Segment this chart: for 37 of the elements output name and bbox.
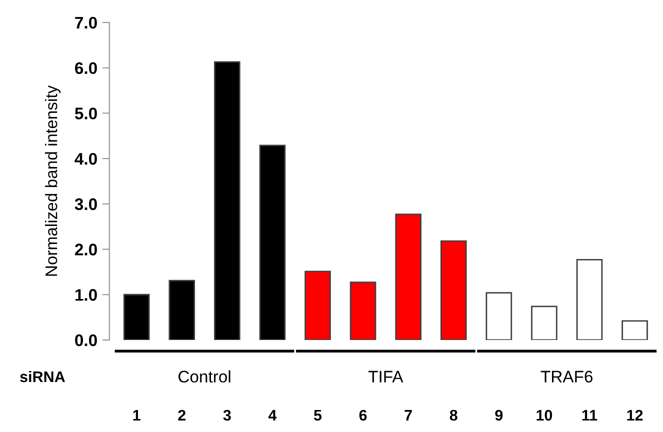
bar <box>350 282 376 340</box>
text: siRNA <box>20 370 65 382</box>
x-tick-label: 11 <box>582 410 598 420</box>
text: TIFA <box>368 370 404 382</box>
x-tick-label: 1 <box>133 410 140 420</box>
bar <box>304 270 331 340</box>
x-tick-label: 4 <box>268 410 277 420</box>
y-tick-label: 0.0 <box>75 334 97 346</box>
x-tick-label: 3 <box>223 410 231 421</box>
bar <box>214 61 240 340</box>
bar <box>259 144 286 340</box>
bar <box>395 214 422 340</box>
bar <box>123 294 150 340</box>
y-tick-label: 1.0 <box>75 289 97 301</box>
bar <box>576 259 603 340</box>
text: Control <box>178 370 230 383</box>
x-tick-label: 12 <box>627 410 643 420</box>
y-tick-label: 2.0 <box>75 244 97 256</box>
text: TRAF6 <box>540 370 592 383</box>
y-tick-label: 6.0 <box>75 62 97 74</box>
x-tick-label: 9 <box>495 410 503 421</box>
bar <box>486 292 512 340</box>
x-tick-label: 5 <box>314 410 322 421</box>
x-tick-label: 10 <box>536 410 552 421</box>
x-tick-label: 8 <box>450 410 458 421</box>
y-tick-label: 7.0 <box>75 16 97 29</box>
y-tick-label: 5.0 <box>74 108 97 120</box>
x-tick-label: 7 <box>404 410 412 420</box>
bar <box>622 320 648 340</box>
x-tick-label: 6 <box>359 410 367 421</box>
y-tick-label: 3.0 <box>74 198 97 210</box>
bar <box>531 306 558 340</box>
y-axis-title: Normalized band intensity <box>44 85 61 276</box>
y-tick-label: 4.0 <box>74 152 97 165</box>
bar <box>440 240 467 340</box>
bar <box>168 280 196 340</box>
x-tick-label: 2 <box>178 410 186 420</box>
